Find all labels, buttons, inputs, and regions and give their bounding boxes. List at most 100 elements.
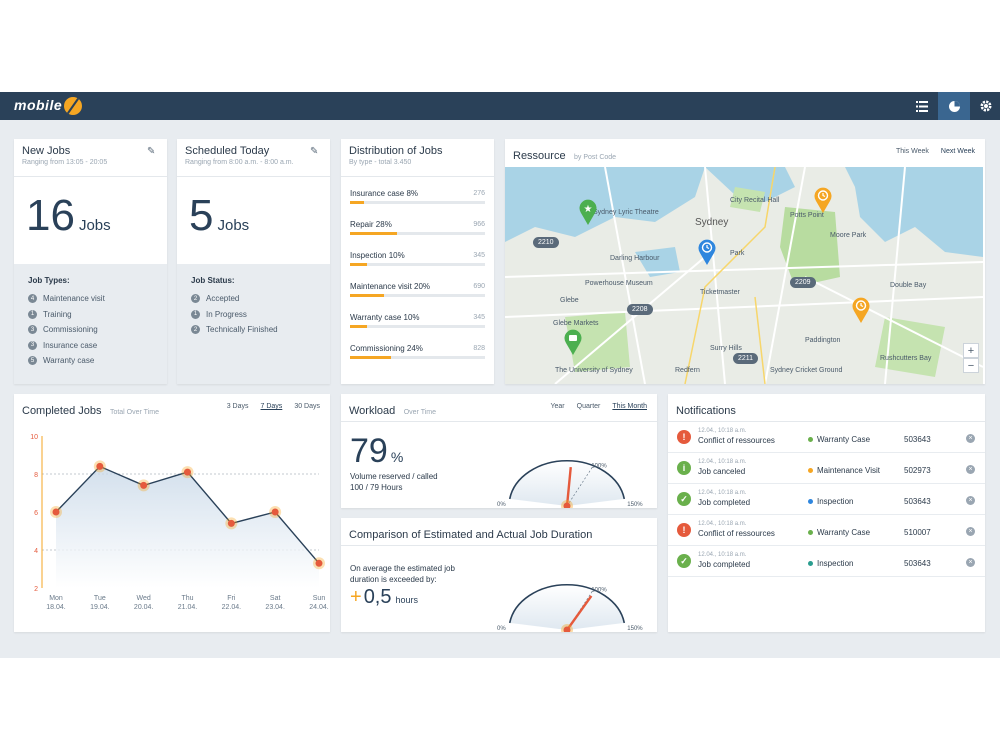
count-badge: 2 <box>191 325 200 335</box>
star-pin-icon[interactable]: ★ <box>578 199 598 225</box>
map-label-stadium: Sydney Cricket Ground <box>770 367 843 374</box>
clock-pin-icon[interactable] <box>697 239 717 265</box>
completed-subtitle: Total Over Time <box>109 409 159 416</box>
notification-category: Maintenance Visit <box>808 466 880 475</box>
list-item: 2 Technically Finished <box>191 322 316 338</box>
postcode-tag[interactable]: 2210 <box>533 237 559 248</box>
job-type-label: Warranty case <box>43 356 95 366</box>
postcode-tag[interactable]: 2209 <box>790 277 816 288</box>
info-icon: i <box>677 461 691 475</box>
notification-row[interactable]: ✓ 12.04., 10:18 a.m. Job completed Inspecti… <box>668 546 985 577</box>
close-icon[interactable]: × <box>966 465 975 474</box>
zoom-in-button[interactable]: + <box>963 343 979 358</box>
notification-category: Warranty Case <box>808 435 870 444</box>
tab-this-week[interactable]: This Week <box>895 148 929 155</box>
new-jobs-header: New Jobs Ranging from 13:05 - 20:05 ✎ <box>14 139 167 177</box>
data-point <box>96 462 104 470</box>
new-jobs-title: New Jobs <box>22 145 71 157</box>
postcode-tag[interactable]: 2208 <box>627 304 653 315</box>
settings-button[interactable] <box>970 92 1000 120</box>
distribution-label: Maintenance visit 20% <box>350 282 431 291</box>
x-tick-date: 22.04. <box>222 604 242 611</box>
map-view[interactable]: Sydney City Recital Hall Sydney Lyric Th… <box>505 167 983 384</box>
tab-year[interactable]: Year <box>550 403 565 410</box>
data-point <box>315 559 323 567</box>
notification-text: Job completed <box>698 498 751 507</box>
tab-7-days[interactable]: 7 Days <box>260 403 283 410</box>
thumbs-up-pin-icon[interactable] <box>563 329 583 355</box>
count-badge: 3 <box>28 340 37 350</box>
notification-time: 12.04., 10:18 a.m. <box>698 552 747 558</box>
completed-header: Completed Jobs Total Over Time 3 Days 7 … <box>14 394 330 422</box>
alert-icon: ! <box>677 430 691 444</box>
notification-category-label: Maintenance Visit <box>817 466 880 475</box>
zoom-out-button[interactable]: − <box>963 358 979 373</box>
gauge-face <box>509 584 625 630</box>
notification-text: Job canceled <box>698 467 746 476</box>
y-tick-label: 2 <box>34 586 38 593</box>
data-point <box>227 519 235 527</box>
notification-number: 503643 <box>904 559 931 568</box>
map-label-darling: Darling Harbour <box>610 255 660 262</box>
ressource-header: Ressource by Post Code This Week Next We… <box>505 139 985 167</box>
notification-category-label: Inspection <box>817 559 854 568</box>
close-icon[interactable]: × <box>966 434 975 443</box>
completed-jobs-chart: 2 4 6 8 10 Mon 18.04. Tue 19.04. Wed 20.04. Thu 21.0… <box>30 434 329 611</box>
ressource-tabs: This Week Next Week <box>884 148 975 155</box>
distribution-label: Warranty case 10% <box>350 313 420 322</box>
notification-row[interactable]: ! 12.04., 10:18 a.m. Conflict of ressource… <box>668 422 985 453</box>
distribution-count: 276 <box>473 190 485 197</box>
map-label-park: Park <box>730 250 745 257</box>
gear-icon <box>980 100 992 112</box>
close-icon[interactable]: × <box>966 496 975 505</box>
tab-next-week[interactable]: Next Week <box>940 148 975 155</box>
alert-icon: ! <box>677 523 691 537</box>
dashboard-view-button[interactable] <box>938 92 970 120</box>
gauge-min-label: 0% <box>497 502 506 508</box>
list-icon <box>916 100 928 112</box>
workload-desc-2: 100 / 79 Hours <box>350 483 403 492</box>
tab-this-month[interactable]: This Month <box>612 403 647 410</box>
notifications-card: Notifications ! 12.04., 10:18 a.m. Conflic… <box>668 394 985 632</box>
tab-quarter[interactable]: Quarter <box>576 403 601 410</box>
data-point <box>140 481 148 489</box>
workload-card: Workload Over Time Year Quarter This Mon… <box>341 394 657 508</box>
list-view-button[interactable] <box>906 92 938 120</box>
x-tick-date: 24.04. <box>309 604 329 611</box>
area-fill <box>56 466 319 588</box>
clock-pin-icon[interactable] <box>813 187 833 213</box>
x-tick-date: 23.04. <box>265 604 285 611</box>
pencil-icon[interactable]: ✎ <box>147 146 156 157</box>
notification-number: 510007 <box>904 528 931 537</box>
distribution-bar-fill <box>350 232 398 235</box>
category-dot-icon <box>808 561 813 567</box>
workload-percent: 79 <box>350 432 388 470</box>
y-tick-label: 4 <box>34 548 38 555</box>
job-types-panel: Job Types: 4 Maintenance visit 1 Training … <box>14 264 167 384</box>
comparison-value: +0,5 hours <box>350 586 418 609</box>
notification-row[interactable]: i 12.04., 10:18 a.m. Job canceled Maintenan… <box>668 453 985 484</box>
tab-30-days[interactable]: 30 Days <box>294 403 320 410</box>
clock-pin-icon[interactable] <box>851 297 871 323</box>
map-label-glebe: Glebe <box>560 297 579 304</box>
comparison-card: Comparison of Estimated and Actual Job D… <box>341 518 657 632</box>
ressource-card: Ressource by Post Code This Week Next We… <box>505 139 985 384</box>
job-status-label-item: In Progress <box>206 309 247 319</box>
tab-3-days[interactable]: 3 Days <box>226 403 249 410</box>
close-icon[interactable]: × <box>966 527 975 536</box>
distribution-bar-fill <box>350 263 367 266</box>
category-dot-icon <box>808 437 813 443</box>
distribution-label: Commissioning 24% <box>350 344 423 353</box>
close-icon[interactable]: × <box>966 558 975 567</box>
category-dot-icon <box>808 499 813 505</box>
completed-jobs-card: Completed Jobs Total Over Time 3 Days 7 … <box>14 394 330 632</box>
completed-title: Completed Jobs <box>22 405 102 417</box>
map-label-potts: Potts Point <box>790 212 824 219</box>
distribution-subtitle: By type - total 3.450 <box>349 159 412 166</box>
notification-row[interactable]: ! 12.04., 10:18 a.m. Conflict of ressource… <box>668 515 985 546</box>
postcode-tag[interactable]: 2211 <box>733 353 759 364</box>
pencil-icon[interactable]: ✎ <box>310 146 319 157</box>
gauge-needle <box>565 466 572 507</box>
notification-row[interactable]: ✓ 12.04., 10:18 a.m. Job completed Inspecti… <box>668 484 985 515</box>
gauge-reference-line <box>566 465 594 507</box>
